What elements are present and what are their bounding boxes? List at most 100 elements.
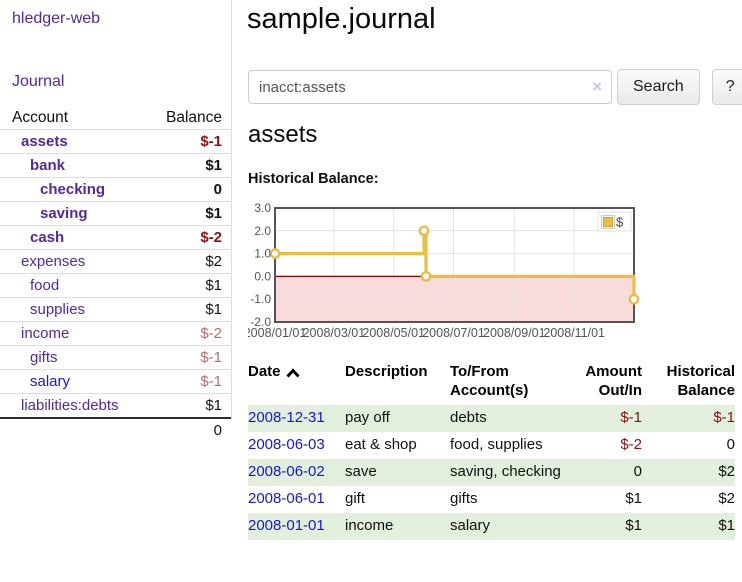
register-header-row: Date Description To/From Account(s) Amou… (248, 360, 735, 405)
sort-ascending-icon (285, 367, 300, 377)
transaction-date-link[interactable]: 2008-01-01 (248, 517, 325, 534)
account-balance: $-1 (200, 349, 222, 366)
account-link-supplies[interactable]: supplies (30, 301, 86, 318)
transaction-date-link[interactable]: 2008-06-01 (248, 490, 325, 507)
transaction-accounts: saving, checking (450, 463, 561, 480)
account-row: cash $-2 (0, 225, 231, 249)
account-balance: $1 (205, 205, 222, 222)
search-form: × Search ? (248, 69, 742, 105)
nav-journal-link[interactable]: Journal (12, 73, 65, 90)
account-row: assets $-1 (0, 129, 231, 153)
register-row: 2008-06-03 eat & shop food, supplies $-2… (248, 432, 735, 459)
account-balance: $2 (205, 253, 222, 270)
account-link-saving[interactable]: saving (40, 205, 88, 222)
account-row: checking 0 (0, 177, 231, 201)
transaction-amount: $-2 (620, 436, 642, 453)
page-title: sample.journal (247, 3, 436, 35)
x-tick: 2008/07/01 (422, 326, 485, 340)
x-tick: 2008/05/01 (362, 326, 425, 340)
search-button[interactable]: Search (617, 69, 700, 105)
register-row: 2008-06-02 save saving, checking 0 $2 (248, 459, 735, 486)
account-row: salary $-1 (0, 369, 231, 393)
account-balance: $1 (205, 157, 222, 174)
account-link-food[interactable]: food (30, 277, 60, 294)
accounts-table-header: Account Balance (0, 106, 231, 129)
search-input[interactable] (248, 70, 612, 104)
date-column-header: Date (248, 360, 345, 405)
legend-label: $ (616, 215, 624, 230)
chart-legend: $ (597, 211, 632, 232)
transaction-amount: $1 (625, 517, 642, 534)
account-row: expenses $2 (0, 249, 231, 273)
transaction-accounts: salary (450, 517, 491, 534)
account-link-checking[interactable]: checking (40, 181, 106, 198)
transaction-accounts: food, supplies (450, 436, 543, 453)
transaction-balance: $2 (718, 490, 735, 507)
account-link-liabilities-debts[interactable]: liabilities:debts (21, 397, 119, 414)
x-tick: 2008/09/01 (483, 326, 546, 340)
y-tick: 0.0 (254, 269, 271, 283)
transaction-amount: $1 (625, 490, 642, 507)
transaction-date-link[interactable]: 2008-06-02 (248, 463, 325, 480)
transaction-amount: 0 (633, 463, 642, 480)
accounts-total-value: 0 (213, 422, 222, 439)
transaction-description: income (345, 517, 394, 534)
y-tick: -2.0 (250, 315, 271, 329)
help-button[interactable]: ? (711, 69, 742, 105)
data-point-markers (269, 225, 640, 305)
account-row: liabilities:debts $1 (0, 393, 231, 417)
account-balance: $-1 (200, 133, 222, 150)
account-heading: assets (248, 121, 318, 148)
y-tick: 2.0 (254, 224, 271, 238)
account-link-income[interactable]: income (21, 325, 70, 342)
account-link-assets[interactable]: assets (21, 133, 68, 150)
register-table: Date Description To/From Account(s) Amou… (248, 360, 735, 540)
y-axis-labels: 3.0 2.0 1.0 0.0 -1.0 -2.0 (250, 201, 271, 329)
transaction-date-link[interactable]: 2008-12-31 (248, 409, 325, 426)
x-axis-labels: 2008/01/01 2008/03/01 2008/05/01 2008/07… (248, 326, 605, 340)
chart-title: Historical Balance: (248, 171, 379, 187)
transaction-description: gift (345, 490, 366, 507)
description-column-header: Description (345, 363, 428, 380)
legend-swatch (603, 217, 613, 227)
y-tick: 1.0 (254, 247, 271, 261)
account-link-expenses[interactable]: expenses (21, 253, 86, 270)
account-link-salary[interactable]: salary (30, 373, 71, 390)
sidebar: hledger-web Journal Account Balance asse… (0, 0, 232, 439)
tofrom-column-header: To/From Account(s) (450, 363, 529, 399)
account-row: income $-2 (0, 321, 231, 345)
transaction-amount: $-1 (620, 409, 642, 426)
app-brand-link[interactable]: hledger-web (12, 10, 101, 27)
clear-search-icon[interactable]: × (592, 77, 602, 96)
amount-column-header: Amount Out/In (585, 363, 642, 399)
transaction-balance: $1 (718, 517, 735, 534)
account-balance: $1 (205, 397, 222, 414)
account-row: supplies $1 (0, 297, 231, 321)
x-tick: 2008/11/01 (543, 326, 605, 340)
account-row: bank $1 (0, 153, 231, 177)
transaction-balance: 0 (726, 436, 735, 453)
transaction-accounts: debts (450, 409, 487, 426)
accounts-total-row: 0 (0, 417, 231, 442)
y-tick: 3.0 (254, 201, 271, 215)
date-sort-link[interactable]: Date (248, 362, 300, 381)
account-row: saving $1 (0, 201, 231, 225)
account-link-gifts[interactable]: gifts (30, 349, 58, 366)
account-balance: $-2 (200, 325, 222, 342)
account-link-cash[interactable]: cash (30, 229, 65, 246)
transaction-description: save (345, 463, 377, 480)
x-tick: 2008/03/01 (303, 326, 366, 340)
balance-column-header: Historical Balance (666, 363, 735, 399)
transaction-description: eat & shop (345, 436, 417, 453)
account-column-header: Account (12, 109, 69, 126)
search-input-wrap: × (248, 69, 612, 104)
transaction-balance: $2 (718, 463, 735, 480)
date-header-label: Date (248, 363, 281, 380)
transaction-date-link[interactable]: 2008-06-03 (248, 436, 325, 453)
balance-column-header: Balance (165, 109, 222, 126)
y-tick: -1.0 (250, 292, 271, 306)
account-link-bank[interactable]: bank (30, 157, 66, 174)
account-row: gifts $-1 (0, 345, 231, 369)
account-balance: $-2 (200, 229, 222, 246)
transaction-accounts: gifts (450, 490, 478, 507)
